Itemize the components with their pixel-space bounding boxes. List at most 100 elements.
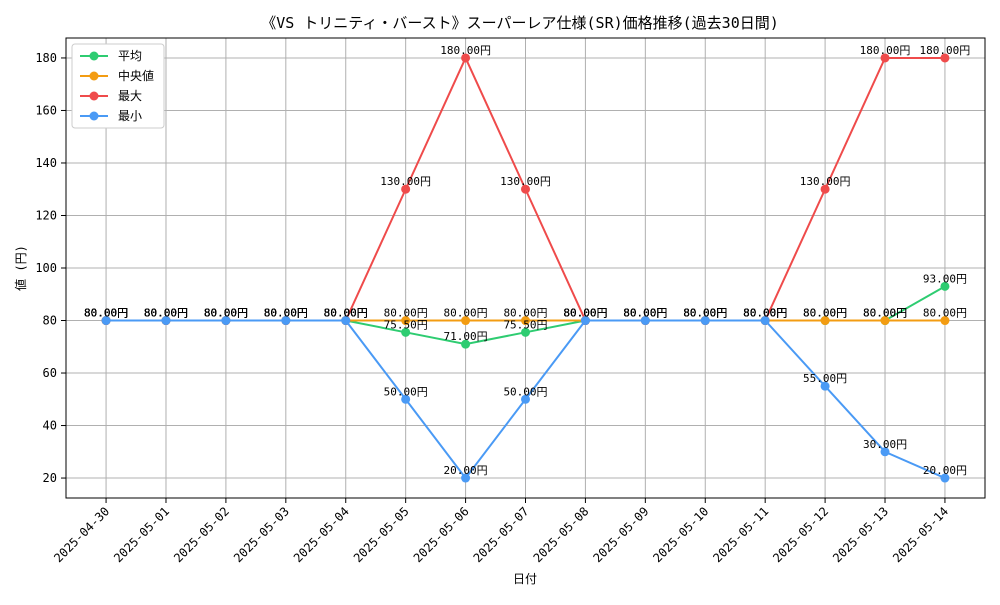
y-tick-label: 140 — [35, 156, 57, 170]
legend-label-3: 最小 — [118, 109, 142, 123]
x-tick-label: 2025-05-06 — [411, 504, 472, 565]
series-3-point — [161, 316, 171, 326]
series-0-data-label: 80.00円 — [204, 307, 248, 320]
series-1-data-label: 80.00円 — [623, 307, 667, 320]
series-2-point — [880, 53, 890, 63]
x-axis-label: 日付 — [513, 572, 537, 586]
series-1-data-label: 80.00円 — [204, 307, 248, 320]
series-1-point — [401, 316, 411, 326]
x-tick-label: 2025-05-13 — [830, 504, 891, 565]
x-tick-label: 2025-05-03 — [231, 504, 292, 565]
legend-marker-2 — [89, 91, 99, 101]
series-1-data-label: 80.00円 — [144, 307, 188, 320]
series-2-data-label: 80.00円 — [204, 307, 248, 320]
series-3-data-label: 50.00円 — [503, 385, 547, 398]
series-0-data-label: 80.00円 — [743, 307, 787, 320]
series-0-data-label: 80.00円 — [803, 307, 847, 320]
series-3-data-label: 20.00円 — [444, 464, 488, 477]
series-0-data-label: 80.00円 — [683, 307, 727, 320]
x-tick-label: 2025-05-11 — [710, 504, 771, 565]
series-2-data-label: 180.00円 — [920, 44, 971, 57]
series-3-point — [820, 381, 830, 391]
series-2-point — [940, 53, 950, 63]
series-0-data-label: 75.50円 — [384, 318, 428, 331]
series-0-data-label: 80.00円 — [324, 307, 368, 320]
series-0-data-label: 80.00円 — [144, 307, 188, 320]
series-0-data-label: 93.00円 — [923, 272, 967, 285]
series-3-point — [281, 316, 291, 326]
y-tick-label: 120 — [35, 208, 57, 222]
series-3-point — [940, 473, 950, 483]
series-1-data-label: 80.00円 — [84, 307, 128, 320]
data-labels: 80.00円 80.00円 80.00円 80.00円 80.00円75.50円71.0… — [84, 44, 970, 477]
x-tick-label: 2025-05-12 — [770, 504, 831, 565]
legend-marker-0 — [89, 51, 99, 61]
y-tick-label: 180 — [35, 51, 57, 65]
series-0-data-label: 80.00円 — [264, 307, 308, 320]
series-1-point — [880, 316, 890, 326]
series-1-point — [940, 316, 950, 326]
series-2-data-label: 180.00円 — [860, 44, 911, 57]
series-0-data-label: 80.00円 — [84, 307, 128, 320]
y-tick-label: 80 — [43, 314, 57, 328]
series-0-point — [940, 281, 950, 291]
series-1-point — [820, 316, 830, 326]
y-tick-label: 20 — [43, 471, 57, 485]
series-2-point — [521, 184, 530, 194]
chart-title: 《VS トリニティ・バースト》スーパーレア仕様(SR)価格推移(過去30日間) — [261, 14, 779, 32]
legend-label-0: 平均 — [118, 49, 142, 63]
x-tick-label: 2025-05-09 — [590, 504, 651, 565]
legend-marker-3 — [89, 111, 99, 121]
series-3-data-label: 50.00円 — [384, 385, 428, 398]
series-3-data-label: 80.00円 — [743, 307, 787, 320]
x-tick-label: 2025-05-14 — [890, 504, 951, 565]
series-2-data-label: 130.00円 — [800, 175, 851, 188]
plot-frame — [65, 37, 986, 499]
x-tick-label: 2025-05-07 — [471, 504, 532, 565]
series-2-data-label: 130.00円 — [380, 175, 431, 188]
series-2-data-label: 180.00円 — [440, 44, 491, 57]
series-1-data-label: 80.00円 — [923, 307, 967, 320]
series-1-data-label: 80.00円 — [863, 307, 907, 320]
series-2-data-label: 80.00円 — [324, 307, 368, 320]
y-tick-label: 160 — [35, 103, 57, 117]
series-2-point — [461, 53, 471, 63]
series-1-data-label: 80.00円 — [743, 307, 787, 320]
series-1-data-label: 80.00円 — [384, 307, 428, 320]
series-3-data-label: 80.00円 — [84, 307, 128, 320]
series-2-point — [820, 184, 830, 194]
series-3-point — [221, 316, 231, 326]
series-1-data-label: 80.00円 — [324, 307, 368, 320]
series-3-point — [760, 316, 770, 326]
x-tick-label: 2025-05-04 — [291, 504, 352, 565]
series-1-point — [461, 316, 471, 326]
series-0-data-label: 80.00円 — [623, 307, 667, 320]
legend-box — [71, 43, 165, 129]
y-tick-label: 60 — [43, 366, 57, 380]
series-2-data-label: 80.00円 — [623, 307, 667, 320]
series-3-point — [341, 316, 351, 326]
series-3-point — [401, 394, 411, 404]
series-0-point — [521, 327, 530, 337]
y-tick-label: 40 — [43, 419, 57, 433]
series-0-data-label: 80.00円 — [863, 307, 907, 320]
series-1-point — [521, 316, 530, 326]
series-layer — [101, 53, 950, 483]
y-axis-label: 値 (円) — [13, 245, 28, 291]
series-1-data-label: 80.00円 — [803, 307, 847, 320]
series-3-point — [580, 316, 590, 326]
series-1-data-label: 80.00円 — [563, 307, 607, 320]
series-1-data-label: 80.00円 — [264, 307, 308, 320]
series-2-data-label: 80.00円 — [563, 307, 607, 320]
series-1-data-label: 80.00円 — [444, 307, 488, 320]
series-0-data-label: 75.50円 — [503, 318, 547, 331]
series-2-data-label: 80.00円 — [743, 307, 787, 320]
series-3-data-label: 20.00円 — [923, 464, 967, 477]
series-3-point — [521, 394, 530, 404]
series-3-data-label: 80.00円 — [144, 307, 188, 320]
legend-marker-1 — [89, 71, 99, 81]
series-0-data-label: 80.00円 — [563, 307, 607, 320]
x-tick-label: 2025-04-30 — [51, 504, 112, 565]
series-1-data-label: 80.00円 — [683, 307, 727, 320]
